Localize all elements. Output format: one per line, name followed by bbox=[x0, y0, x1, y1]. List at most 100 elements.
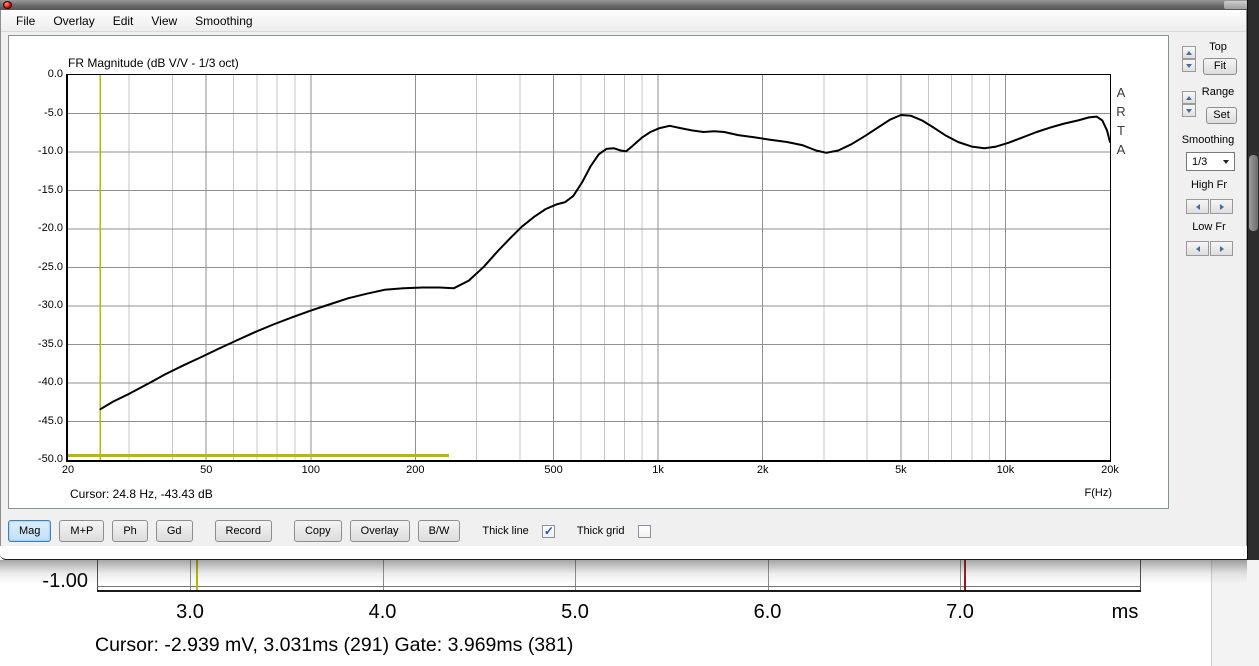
window-bottom-frame bbox=[0, 546, 1252, 560]
toolbar-button-overlay[interactable]: Overlay bbox=[349, 520, 410, 542]
x-tick-label: 5k bbox=[895, 464, 907, 476]
background-window-strip bbox=[1247, 0, 1259, 560]
smoothing-value: 1/3 bbox=[1192, 155, 1208, 168]
time-x-tick-label: 3.0 bbox=[176, 601, 204, 623]
time-cursor-readout: Cursor: -2.939 mV, 3.031ms (291) Gate: 3… bbox=[95, 634, 574, 656]
time-grid-line bbox=[382, 560, 384, 591]
menu-item-edit[interactable]: Edit bbox=[112, 13, 134, 28]
toolbar-button-mag[interactable]: Mag bbox=[8, 520, 52, 542]
top-spin-up-button[interactable] bbox=[1182, 46, 1196, 59]
time-plot-baseline bbox=[97, 586, 1141, 587]
left-arrow-icon bbox=[1195, 203, 1200, 210]
down-arrow-icon bbox=[1186, 63, 1192, 68]
background-scrollbar-thumb[interactable] bbox=[1249, 155, 1258, 231]
high-fr-left-button[interactable] bbox=[1186, 199, 1209, 214]
range-spin-up-button[interactable] bbox=[1182, 91, 1196, 104]
x-tick-label: 50 bbox=[200, 464, 213, 476]
toolbar-button-record[interactable]: Record bbox=[214, 520, 272, 542]
time-grid-line bbox=[767, 560, 769, 591]
fr-cursor-readout: Cursor: 24.8 Hz, -43.43 dB bbox=[70, 487, 213, 501]
y-tick-label: -45.0 bbox=[37, 414, 63, 427]
high-fr-buttons bbox=[1186, 199, 1233, 214]
dropdown-arrow-icon bbox=[1223, 160, 1229, 164]
y-tick-label: -20.0 bbox=[37, 222, 63, 234]
menu-item-overlay[interactable]: Overlay bbox=[53, 13, 95, 28]
app-icon bbox=[3, 1, 12, 9]
bottom-toolbar: Mag M+P Ph Gd Record Copy Overlay B/W Thick line… bbox=[8, 518, 1238, 544]
range-label: Range bbox=[1201, 86, 1235, 98]
y-tick-label: -25.0 bbox=[37, 260, 63, 273]
time-grid-line bbox=[960, 560, 961, 591]
top-spinner bbox=[1182, 46, 1196, 72]
x-tick-label: 10k bbox=[996, 464, 1015, 476]
time-x-tick-label: 7.0 bbox=[946, 601, 974, 623]
left-arrow-icon bbox=[1195, 245, 1200, 252]
time-grid-line bbox=[190, 560, 191, 591]
x-tick-label: 2k bbox=[756, 464, 769, 476]
y-tick-label: -15.0 bbox=[37, 183, 63, 196]
background-window-titlebar bbox=[0, 0, 1259, 10]
low-fr-left-button[interactable] bbox=[1186, 241, 1209, 256]
thick-grid-label: Thick grid bbox=[576, 525, 625, 537]
time-x-tick-label: 4.0 bbox=[368, 601, 397, 623]
thick-line-label: Thick line bbox=[482, 525, 529, 537]
low-fr-buttons bbox=[1186, 241, 1233, 256]
thick-line-checkbox[interactable]: ✓ bbox=[541, 523, 555, 538]
smoothing-label: Smoothing bbox=[1181, 134, 1235, 146]
high-fr-label: High Fr bbox=[1190, 179, 1228, 191]
menu-item-smoothing[interactable]: Smoothing bbox=[195, 13, 253, 28]
smoothing-dropdown[interactable]: 1/3 bbox=[1186, 152, 1235, 171]
menu-item-view[interactable]: View bbox=[151, 13, 178, 28]
up-arrow-icon bbox=[1186, 95, 1192, 100]
fr-plot-box bbox=[66, 74, 1111, 462]
y-tick-label: -50.0 bbox=[37, 453, 63, 465]
menubar: File Overlay Edit View Smoothing bbox=[1, 10, 1246, 32]
x-tick-label: 200 bbox=[406, 464, 425, 476]
low-fr-label: Low Fr bbox=[1192, 221, 1226, 233]
x-tick-label: 500 bbox=[544, 464, 563, 476]
right-arrow-icon bbox=[1219, 245, 1224, 252]
time-x-tick-label: 5.0 bbox=[561, 601, 589, 623]
x-tick-label: 20k bbox=[1101, 464, 1119, 476]
y-tick-label: -5.0 bbox=[44, 106, 63, 119]
range-spinner bbox=[1182, 91, 1196, 117]
toolbar-button-ph[interactable]: Ph bbox=[112, 520, 148, 542]
y-tick-label: -30.0 bbox=[37, 299, 63, 311]
thick-grid-checkbox[interactable] bbox=[637, 524, 651, 538]
plot-title: FR Magnitude (dB V/V - 1/3 oct) bbox=[68, 56, 239, 70]
toolbar-button-b-w[interactable]: B/W bbox=[417, 520, 461, 542]
toolbar-button-copy[interactable]: Copy bbox=[293, 520, 342, 542]
range-spin-down-button[interactable] bbox=[1182, 104, 1196, 117]
toolbar-button-gd[interactable]: Gd bbox=[155, 520, 193, 542]
down-arrow-icon bbox=[1186, 108, 1192, 113]
set-button[interactable]: Set bbox=[1206, 107, 1237, 124]
fr-plot-svg bbox=[68, 75, 1110, 460]
time-domain-strip bbox=[0, 560, 1259, 666]
time-red-marker-line[interactable] bbox=[963, 560, 966, 590]
up-arrow-icon bbox=[1186, 50, 1192, 55]
time-plot-right-edge bbox=[1140, 560, 1141, 591]
time-plot-left-edge bbox=[97, 560, 98, 591]
time-unit-label: ms bbox=[1111, 601, 1139, 623]
high-fr-right-button[interactable] bbox=[1210, 199, 1233, 214]
fr-response-curve bbox=[99, 114, 1110, 411]
low-fr-right-button[interactable] bbox=[1210, 241, 1233, 256]
window-control-buttons[interactable] bbox=[1224, 1, 1254, 9]
x-tick-label: 20 bbox=[61, 464, 75, 476]
time-cursor-line[interactable] bbox=[195, 560, 198, 590]
menu-item-file[interactable]: File bbox=[16, 13, 36, 28]
bottom-right-column bbox=[1211, 560, 1259, 666]
top-spin-down-button[interactable] bbox=[1182, 59, 1196, 72]
top-label: Top bbox=[1209, 41, 1227, 53]
x-tick-label: 1k bbox=[652, 464, 664, 476]
fit-button[interactable]: Fit bbox=[1203, 58, 1237, 75]
freq-axis-label: F(Hz) bbox=[1084, 487, 1113, 499]
check-icon: ✓ bbox=[543, 523, 554, 538]
y-tick-label: -10.0 bbox=[37, 145, 63, 157]
right-arrow-icon bbox=[1219, 203, 1224, 210]
y-tick-label: 0.0 bbox=[47, 68, 63, 80]
y-tick-label: -35.0 bbox=[37, 337, 63, 350]
toolbar-button-m-p[interactable]: M+P bbox=[59, 520, 105, 542]
time-x-tick-label: 6.0 bbox=[753, 601, 782, 623]
